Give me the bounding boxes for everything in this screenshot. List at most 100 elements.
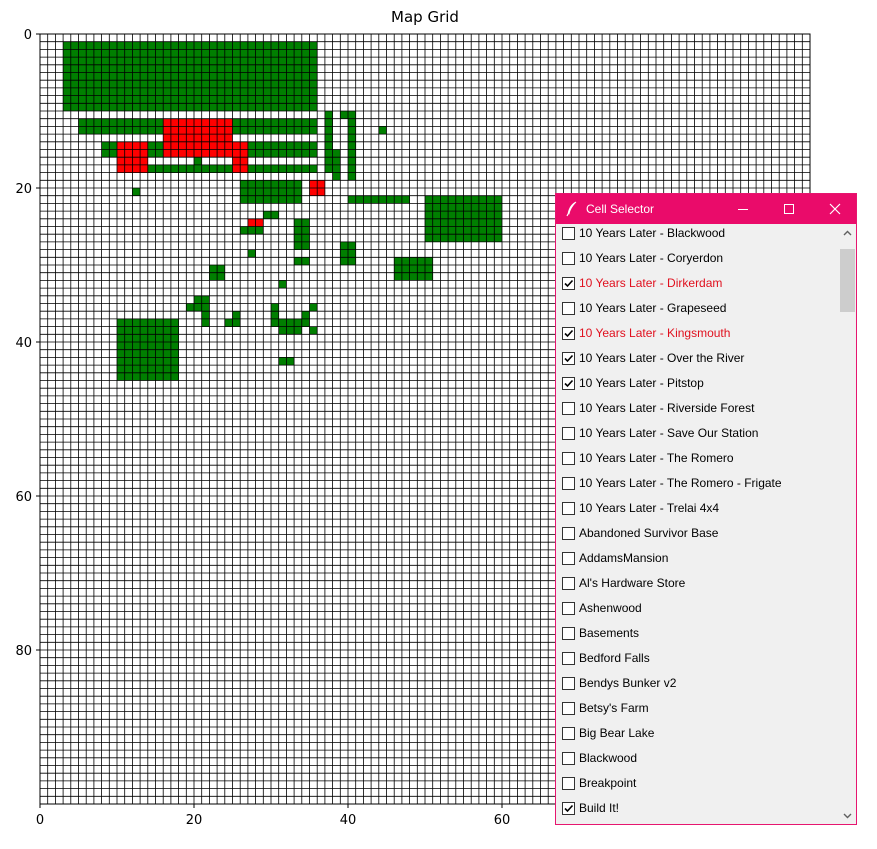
loaded-cell-block xyxy=(170,164,179,173)
cell-checkbox[interactable] xyxy=(562,327,575,340)
cell-label: Breakpoint xyxy=(579,776,637,790)
loaded-cell-block xyxy=(132,188,141,196)
y-tick-label: 80 xyxy=(15,644,32,659)
cell-label: 10 Years Later - Pitstop xyxy=(579,376,704,390)
x-tick-label: 0 xyxy=(36,813,44,828)
cell-label: 10 Years Later - Grapeseed xyxy=(579,301,727,315)
cell-list-item[interactable]: Betsy's Farm xyxy=(556,699,839,724)
window-titlebar[interactable]: Cell Selector xyxy=(556,194,856,224)
cell-checkbox[interactable] xyxy=(562,402,575,415)
cell-checkbox[interactable] xyxy=(562,352,575,365)
cell-list-item[interactable]: 10 Years Later - Kingsmouth xyxy=(556,324,839,349)
cell-checkbox[interactable] xyxy=(562,727,575,740)
cell-list-item[interactable]: 10 Years Later - Blackwood xyxy=(556,224,839,249)
close-button[interactable] xyxy=(812,194,858,224)
cell-list-item[interactable]: AddamsMansion xyxy=(556,549,839,574)
cell-list-item[interactable]: 10 Years Later - Save Our Station xyxy=(556,424,839,449)
cell-label: AddamsMansion xyxy=(579,551,669,565)
cell-list-item[interactable]: Build It! xyxy=(556,799,839,824)
cell-label: 10 Years Later - Riverside Forest xyxy=(579,401,755,415)
chevron-down-icon xyxy=(843,813,852,818)
cell-checkbox[interactable] xyxy=(562,452,575,465)
cell-checkbox[interactable] xyxy=(562,652,575,665)
y-tick-label: 40 xyxy=(15,336,32,351)
cell-checkbox[interactable] xyxy=(562,552,575,565)
cell-list-item[interactable]: 10 Years Later - Trelai 4x4 xyxy=(556,499,839,524)
x-tick-label: 40 xyxy=(340,813,357,828)
cell-label: 10 Years Later - Over the River xyxy=(579,351,745,365)
cell-checkbox[interactable] xyxy=(562,527,575,540)
plot-title: Map Grid xyxy=(391,8,459,26)
cell-list-item[interactable]: 10 Years Later - Pitstop xyxy=(556,374,839,399)
cell-checkbox[interactable] xyxy=(562,477,575,490)
cell-checkbox[interactable] xyxy=(562,502,575,515)
cell-label: Ashenwood xyxy=(579,601,642,615)
cell-list-item[interactable]: Breakpoint xyxy=(556,774,839,799)
scroll-thumb[interactable] xyxy=(840,249,855,312)
cell-label: Blackwood xyxy=(579,751,638,765)
maximize-button[interactable] xyxy=(766,194,812,224)
y-tick-label: 60 xyxy=(15,490,32,505)
cell-list-item[interactable]: 10 Years Later - Over the River xyxy=(556,349,839,374)
cell-list-item[interactable]: Bedford Falls xyxy=(556,649,839,674)
cell-label: 10 Years Later - Dirkerdam xyxy=(579,276,723,290)
loaded-cell-block xyxy=(278,326,302,335)
selected-cell-block xyxy=(163,118,233,158)
loaded-cell-block xyxy=(394,257,433,281)
cell-checkbox[interactable] xyxy=(562,702,575,715)
feather-icon xyxy=(566,201,577,217)
cell-list-item[interactable]: 10 Years Later - The Romero - Frigate xyxy=(556,474,839,499)
loaded-cell-block xyxy=(340,111,348,119)
cell-checkbox[interactable] xyxy=(562,277,575,290)
cell-label: 10 Years Later - The Romero xyxy=(579,451,734,465)
cell-list[interactable]: 10 Years Later - Blackwood 10 Years Later… xyxy=(556,224,839,824)
cell-label: 10 Years Later - The Romero - Frigate xyxy=(579,476,782,490)
cell-list-item[interactable]: Big Bear Lake xyxy=(556,724,839,749)
cell-list-item[interactable]: Ashenwood xyxy=(556,599,839,624)
loaded-cell-block xyxy=(247,249,256,258)
cell-list-item[interactable]: Al's Hardware Store xyxy=(556,574,839,599)
cell-checkbox[interactable] xyxy=(562,777,575,790)
scroll-up-button[interactable] xyxy=(839,224,856,241)
cell-checkbox[interactable] xyxy=(562,602,575,615)
cell-label: Al's Hardware Store xyxy=(579,576,686,590)
cell-list-item[interactable]: Bendys Bunker v2 xyxy=(556,674,839,699)
cell-checkbox[interactable] xyxy=(562,627,575,640)
cell-checkbox[interactable] xyxy=(562,252,575,265)
x-tick-label: 60 xyxy=(494,813,511,828)
cell-checkbox[interactable] xyxy=(562,752,575,765)
cell-label: Basements xyxy=(579,626,640,640)
cell-list-item[interactable]: 10 Years Later - Grapeseed xyxy=(556,299,839,324)
minimize-icon xyxy=(738,209,748,210)
checkmark-icon xyxy=(564,804,574,813)
minimize-button[interactable] xyxy=(720,194,766,224)
scrollbar[interactable] xyxy=(839,224,856,824)
y-tick-label: 20 xyxy=(15,182,32,197)
cell-checkbox[interactable] xyxy=(562,427,575,440)
loaded-cell-block xyxy=(378,126,387,135)
cell-checkbox[interactable] xyxy=(562,802,575,815)
cell-list-item[interactable]: Blackwood xyxy=(556,749,839,774)
cell-label: 10 Years Later - Save Our Station xyxy=(579,426,759,440)
x-tick-label: 20 xyxy=(186,813,203,828)
cell-label: Bedford Falls xyxy=(579,651,650,665)
cell-list-item[interactable]: 10 Years Later - Coryerdon xyxy=(556,249,839,274)
cell-label: Betsy's Farm xyxy=(579,701,649,715)
scroll-down-button[interactable] xyxy=(839,807,856,824)
cell-checkbox[interactable] xyxy=(562,377,575,390)
cell-list-item[interactable]: 10 Years Later - Dirkerdam xyxy=(556,274,839,299)
cell-list-item[interactable]: Basements xyxy=(556,624,839,649)
cell-list-item[interactable]: 10 Years Later - Riverside Forest xyxy=(556,399,839,424)
loaded-cell-block xyxy=(224,318,233,327)
cell-checkbox[interactable] xyxy=(562,302,575,315)
cell-checkbox[interactable] xyxy=(562,577,575,590)
cell-checkbox[interactable] xyxy=(562,227,575,240)
cell-checkbox[interactable] xyxy=(562,677,575,690)
y-tick-label: 0 xyxy=(24,28,32,43)
cell-list-item[interactable]: Abandoned Survivor Base xyxy=(556,524,839,549)
cell-list-item[interactable]: 10 Years Later - The Romero xyxy=(556,449,839,474)
loaded-cell-block xyxy=(278,280,287,289)
loaded-cell-block xyxy=(186,303,210,312)
cell-label: Build It! xyxy=(579,801,620,815)
checkmark-icon xyxy=(564,279,574,288)
